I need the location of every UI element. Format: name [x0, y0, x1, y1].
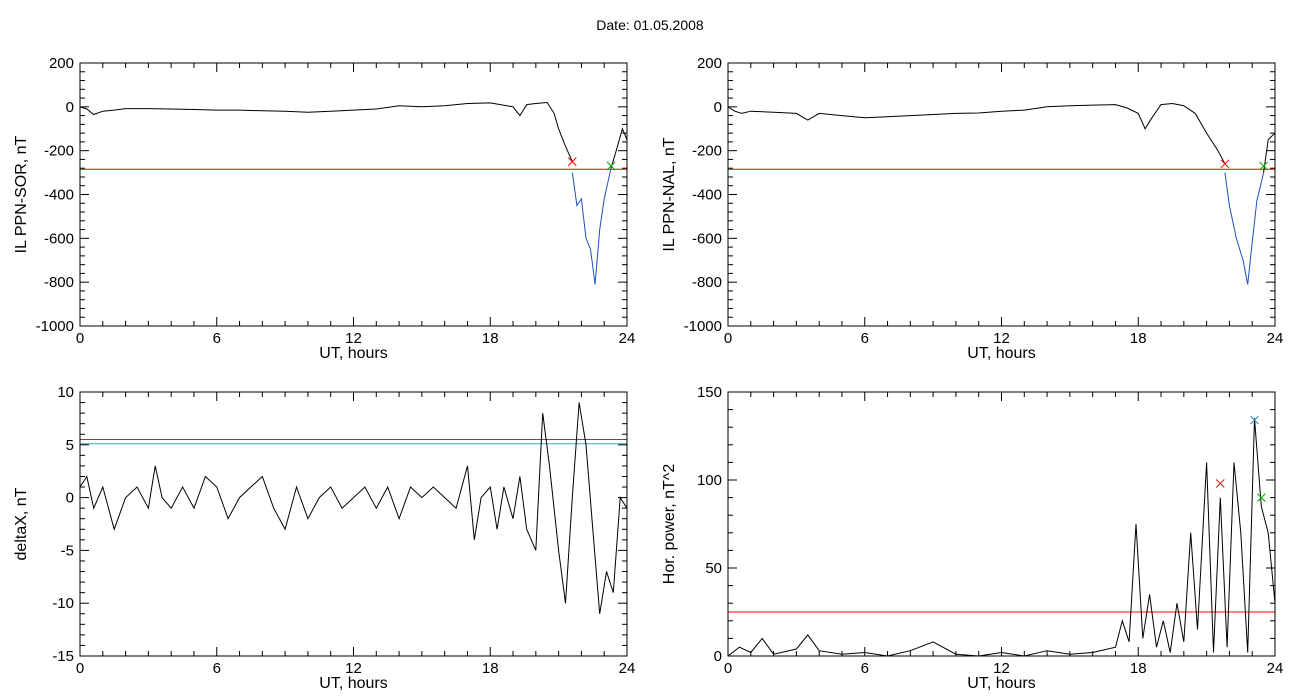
- y-tick-label: 200: [49, 55, 74, 72]
- y-tick-label: -400: [44, 187, 74, 204]
- y-tick-label: -400: [692, 187, 722, 204]
- x-tick-label: 6: [861, 330, 869, 347]
- x-tick-label: 6: [861, 660, 869, 677]
- series-line-3: [610, 127, 627, 169]
- x-tick-label: 0: [76, 330, 84, 347]
- series-line-2: [1224, 172, 1265, 285]
- x-tick-label: 24: [1267, 660, 1284, 677]
- chart-panel-1: 0 6 12 18 24 200 0 -200 -400 -600 -800 -1000 UT, hou…: [13, 55, 635, 362]
- y-tick-label: 100: [697, 472, 722, 489]
- x-tick-label: 6: [213, 330, 221, 347]
- chart-panel-4: 0 6 12 18 24 150 100 50 0 UT, hours Hor. power, nT…: [661, 384, 1283, 692]
- y-tick-label: -5: [61, 542, 74, 559]
- marker-x-3: [1256, 493, 1266, 502]
- x-tick-label: 12: [345, 660, 362, 677]
- chart-panel-3: 0 6 12 18 24 10 5 0 -5 -10 -15 UT, hours deltaX, nT: [13, 384, 635, 692]
- series-line-1: [80, 402, 627, 614]
- x-tick-label: 12: [993, 660, 1010, 677]
- marker-x-2: [606, 161, 616, 171]
- x-axis-label: UT, hours: [967, 345, 1035, 362]
- x-tick-label: 12: [345, 330, 362, 347]
- y-tick-label: -10: [52, 595, 74, 612]
- y-tick-label: -800: [44, 274, 74, 291]
- plot-frame: [727, 62, 1276, 327]
- y-tick-label: -1000: [684, 318, 722, 335]
- y-tick-label: 0: [66, 490, 74, 507]
- y-tick-label: -200: [692, 143, 722, 160]
- x-tick-label: 18: [1130, 660, 1147, 677]
- series-line-3: [1263, 132, 1275, 173]
- marker-x-2: [1250, 415, 1259, 425]
- x-tick-label: 6: [213, 660, 221, 677]
- series-line-2: [571, 168, 612, 285]
- y-tick-label: 5: [66, 437, 74, 454]
- y-tick-label: 150: [697, 384, 722, 401]
- y-tick-label: -600: [692, 230, 722, 247]
- y-axis-label: IL PPN-SOR, nT: [13, 135, 30, 253]
- x-tick-label: 24: [1267, 330, 1284, 347]
- y-axis-label: IL PPN-NAL, nT: [661, 137, 678, 251]
- series-line-1: [728, 418, 1275, 656]
- marker-x-1: [1220, 159, 1230, 169]
- x-tick-label: 24: [619, 330, 636, 347]
- x-tick-label: 18: [482, 660, 499, 677]
- x-tick-label: 12: [993, 330, 1010, 347]
- series-line-1: [728, 102, 1226, 165]
- y-tick-label: 10: [57, 384, 74, 401]
- y-tick-label: -1000: [36, 318, 74, 335]
- x-axis-label: UT, hours: [319, 345, 387, 362]
- x-tick-label: 24: [619, 660, 636, 677]
- x-tick-label: 0: [724, 660, 732, 677]
- y-tick-label: -600: [44, 230, 74, 247]
- series-line-1: [80, 101, 573, 162]
- y-tick-label: -15: [52, 648, 74, 665]
- y-tick-label: 0: [714, 648, 722, 665]
- y-tick-label: 50: [705, 560, 722, 577]
- y-axis-label: Hor. power, nT^2: [661, 464, 678, 585]
- y-tick-label: -200: [44, 143, 74, 160]
- marker-x-1: [567, 157, 577, 166]
- y-tick-label: 0: [714, 99, 722, 116]
- x-axis-label: UT, hours: [319, 675, 387, 692]
- marker-x-2: [1259, 161, 1268, 171]
- marker-x-1: [1215, 479, 1225, 488]
- y-axis-label: deltaX, nT: [13, 487, 30, 560]
- y-tick-label: 200: [697, 55, 722, 72]
- x-tick-label: 0: [76, 660, 84, 677]
- plot-frame: [727, 391, 1276, 657]
- x-tick-label: 18: [482, 330, 499, 347]
- y-tick-label: -800: [692, 274, 722, 291]
- x-tick-label: 18: [1130, 330, 1147, 347]
- figure-title: Date: 01.05.2008: [596, 17, 704, 33]
- x-axis-label: UT, hours: [967, 675, 1035, 692]
- chart-panel-2: 0 6 12 18 24 200 0 -200 -400 -600 -800 -1000 UT, hou…: [661, 55, 1283, 362]
- y-tick-label: 0: [66, 99, 74, 116]
- x-tick-label: 0: [724, 330, 732, 347]
